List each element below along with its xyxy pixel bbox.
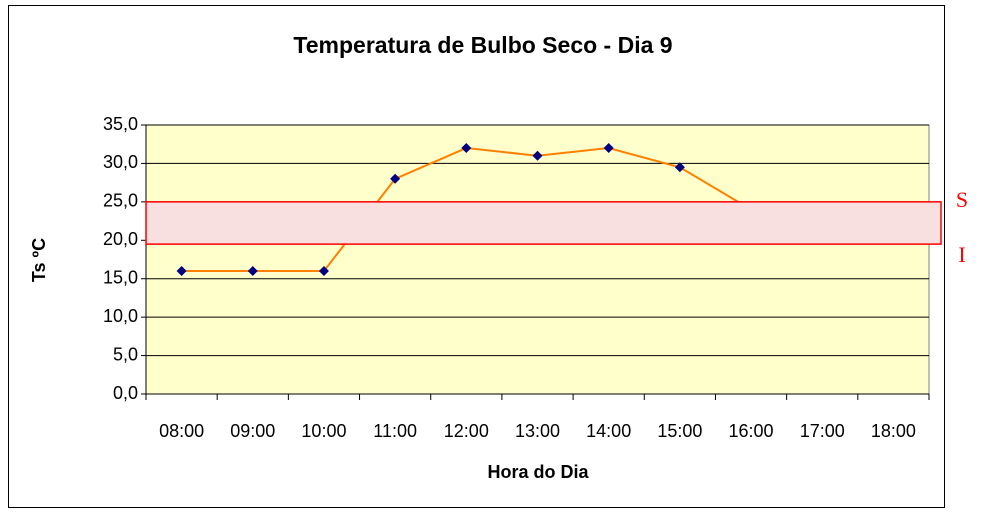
- data-point: [318, 266, 329, 277]
- y-tick-label: 10,0: [103, 306, 138, 326]
- y-tick-label: 20,0: [103, 229, 138, 249]
- chart-title: Temperatura de Bulbo Seco - Dia 9: [293, 32, 672, 58]
- data-point: [532, 150, 543, 161]
- plot-area: [145, 124, 930, 395]
- data-point: [603, 143, 614, 154]
- x-tick-label: 10:00: [301, 421, 346, 441]
- y-tick-label: 15,0: [103, 267, 138, 287]
- data-point: [674, 162, 685, 173]
- x-axis-label: Hora do Dia: [487, 462, 589, 482]
- x-tick-label: 15:00: [657, 421, 702, 441]
- x-tick-label: 11:00: [373, 421, 417, 441]
- x-tick-label: 13:00: [515, 421, 560, 441]
- y-axis-label: Ts ºC: [29, 238, 49, 282]
- lower-limit-label: I: [958, 242, 965, 267]
- limit-band: [145, 201, 942, 245]
- x-tick-label: 08:00: [159, 421, 204, 441]
- y-tick-label: 30,0: [103, 152, 138, 172]
- y-tick-label: 5,0: [113, 344, 138, 364]
- data-point: [461, 143, 472, 154]
- x-tick-label: 16:00: [729, 421, 774, 441]
- data-point: [390, 173, 401, 184]
- x-tick-label: 09:00: [230, 421, 275, 441]
- data-point: [176, 266, 187, 277]
- y-tick-label: 25,0: [103, 191, 138, 211]
- y-tick-label: 35,0: [103, 114, 138, 134]
- y-tick-label: 0,0: [113, 383, 138, 403]
- data-point: [247, 266, 258, 277]
- x-tick-label: 12:00: [444, 421, 489, 441]
- x-tick-label: 18:00: [871, 421, 916, 441]
- x-tick-label: 14:00: [586, 421, 631, 441]
- x-tick-label: 17:00: [800, 421, 845, 441]
- upper-limit-label: S: [956, 187, 968, 212]
